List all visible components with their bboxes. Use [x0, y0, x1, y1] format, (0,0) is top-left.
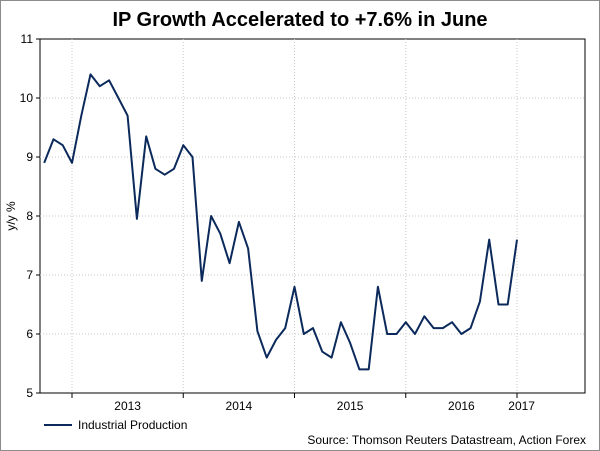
y-tick-label: 6 — [26, 327, 33, 341]
y-tick-label: 9 — [26, 150, 33, 164]
source-note: Source: Thomson Reuters Datastream, Acti… — [307, 433, 586, 447]
y-tick-label: 5 — [26, 386, 33, 400]
x-tick-label: 2017 — [508, 399, 535, 413]
y-tick-label: 7 — [26, 268, 33, 282]
series-line-industrial-production — [43, 73, 518, 371]
x-tick-label: 2016 — [448, 399, 475, 413]
y-tick-label: 8 — [26, 209, 33, 223]
y-tick-label: 11 — [21, 32, 34, 46]
y-axis-label: y/y % — [4, 201, 18, 231]
legend-label: Industrial Production — [78, 418, 187, 432]
x-tick-label: 2013 — [114, 399, 141, 413]
x-tick-label: 2014 — [226, 399, 253, 413]
x-tick-label: 2015 — [337, 399, 364, 413]
y-tick-label: 10 — [20, 91, 34, 105]
chart-title: IP Growth Accelerated to +7.6% in June — [112, 9, 487, 31]
